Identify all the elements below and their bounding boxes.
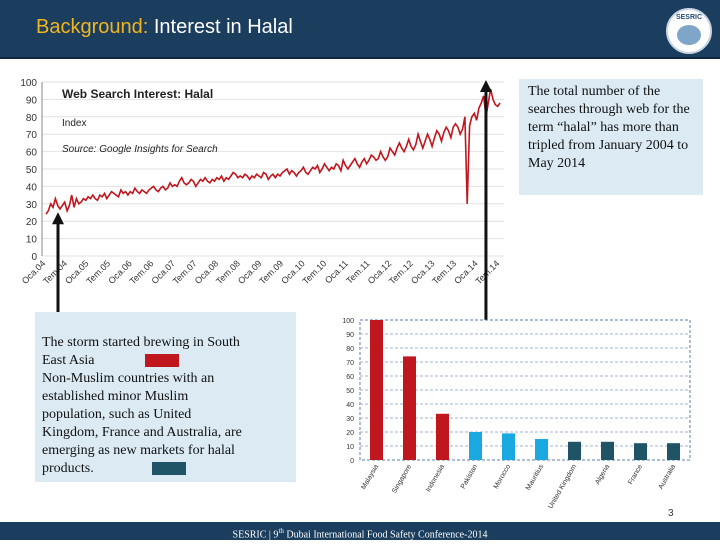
slide-title: Background: Interest in Halal [36, 16, 293, 39]
bar-france [634, 443, 647, 460]
callout-line-text: East Asia [42, 353, 95, 368]
line-chart-xtick: Tem.06 [128, 258, 156, 286]
bar-chart-ytick: 20 [346, 430, 354, 437]
bar-chart-ytick: 40 [346, 402, 354, 409]
bar-chart-xtick: France [627, 463, 644, 485]
bar-united-kingdom [568, 441, 581, 460]
legend-swatch-southeast-asia [144, 354, 179, 368]
callout-line: Kingdom, France and Australia, are [42, 425, 242, 440]
slide-header: Background: Interest in Halal SESRIC [0, 0, 720, 59]
line-chart-series [45, 88, 501, 215]
line-chart-ytick: 90 [26, 95, 38, 106]
bar-algeria [601, 441, 614, 460]
line-chart-ytick: 80 [26, 113, 38, 124]
line-chart-ytick: 40 [26, 182, 38, 193]
bar-chart-xtick: Pakistan [460, 463, 480, 490]
bar-singapore [403, 356, 416, 460]
slide-title-lead: Background: [36, 16, 149, 38]
footer-text-post: Dubai International Food Safety Conferen… [283, 529, 488, 541]
callout-line: emerging as new markets for halal [42, 443, 235, 458]
bar-chart: 0 10 20 30 40 50 60 70 80 90 100 Malaysia Singapore… [342, 318, 691, 510]
legend-swatch-non-muslim [151, 462, 186, 476]
callout-line: The storm started brewing in South [42, 335, 240, 350]
bar-chart-xtick: Singapore [391, 463, 413, 494]
line-chart-xtick: Tem.05 [84, 258, 112, 286]
bar-pakistan [469, 432, 482, 460]
bar-morocco [502, 433, 515, 460]
bar-chart-ytick: 100 [342, 318, 354, 325]
bar-chart-xtick: Australia [658, 463, 678, 490]
line-chart-xtick: Tem.08 [214, 258, 242, 286]
bar-chart-ytick: 30 [346, 416, 354, 423]
callout-line: East Asia [42, 352, 290, 370]
line-chart-ytick: 70 [26, 130, 38, 141]
line-chart-xtick: Tem.12 [387, 258, 415, 286]
line-chart-title: Web Search Interest: Halal [62, 87, 213, 101]
line-chart-ytick: 30 [26, 200, 38, 211]
callout-line: Non-Muslim countries with an [42, 371, 215, 386]
slide-footer: SESRIC | 9th Dubai International Food Sa… [0, 522, 720, 540]
line-chart-ytick: 100 [20, 78, 37, 89]
bar-chart-ytick: 60 [346, 374, 354, 381]
bar-malaysia [370, 320, 383, 460]
line-chart-source: Source: Google Insights for Search [62, 144, 218, 155]
callout-search-growth: The total number of the searches through… [519, 79, 703, 195]
bar-chart-ytick: 80 [346, 346, 354, 353]
bar-chart-xtick: United Kingdom [547, 463, 578, 510]
page-number: 3 [668, 508, 674, 519]
bar-chart-xtick: Morocco [493, 463, 513, 490]
bar-chart-xtick: Indonesia [425, 463, 446, 493]
bar-chart-ytick: 90 [346, 332, 354, 339]
sesric-logo-text: SESRIC [675, 14, 703, 21]
start-arrow-head [52, 212, 64, 225]
bar-chart-xtick: Malaysia [360, 463, 380, 491]
callout-line: products. [42, 460, 290, 478]
bar-chart-ytick: 70 [346, 360, 354, 367]
line-chart-ytick: 60 [26, 148, 38, 159]
line-chart-ytick: 50 [26, 165, 38, 176]
line-chart-xtick: Tem.07 [171, 258, 199, 286]
end-arrow-head [479, 80, 492, 92]
line-chart-ytick: 10 [26, 235, 38, 246]
callout-line: established minor Muslim [42, 389, 189, 404]
bar-indonesia [436, 413, 449, 460]
line-chart-xtick: Tem.09 [257, 258, 285, 286]
bar-mauritius [535, 439, 548, 460]
footer-text-sup: th [278, 527, 284, 535]
line-chart-xtick: Tem.13 [430, 258, 458, 286]
bar-chart-ytick: 0 [350, 458, 354, 465]
globe-icon [677, 25, 701, 45]
line-chart-ytick: 20 [26, 217, 38, 228]
callout-markets: The storm started brewing in South East … [35, 312, 296, 482]
bar-chart-xtick: Algeria [594, 463, 611, 485]
bar-australia [667, 443, 680, 460]
line-chart-xtick: Tem.04 [41, 258, 69, 286]
line-chart-subtitle: Index [62, 118, 86, 129]
line-chart-xtick: Tem.10 [301, 258, 329, 286]
bar-chart-ytick: 10 [346, 444, 354, 451]
bar-chart-ytick: 50 [346, 388, 354, 395]
slide-title-rest: Interest in Halal [148, 16, 293, 38]
bar-chart-xtick: Mauritius [525, 463, 546, 492]
callout-line: population, such as United [42, 407, 192, 422]
callout-line-text: products. [42, 461, 94, 476]
line-chart-ytick: 0 [31, 252, 37, 263]
sesric-logo: SESRIC [666, 8, 712, 54]
footer-text-pre: SESRIC | 9 [232, 529, 279, 541]
